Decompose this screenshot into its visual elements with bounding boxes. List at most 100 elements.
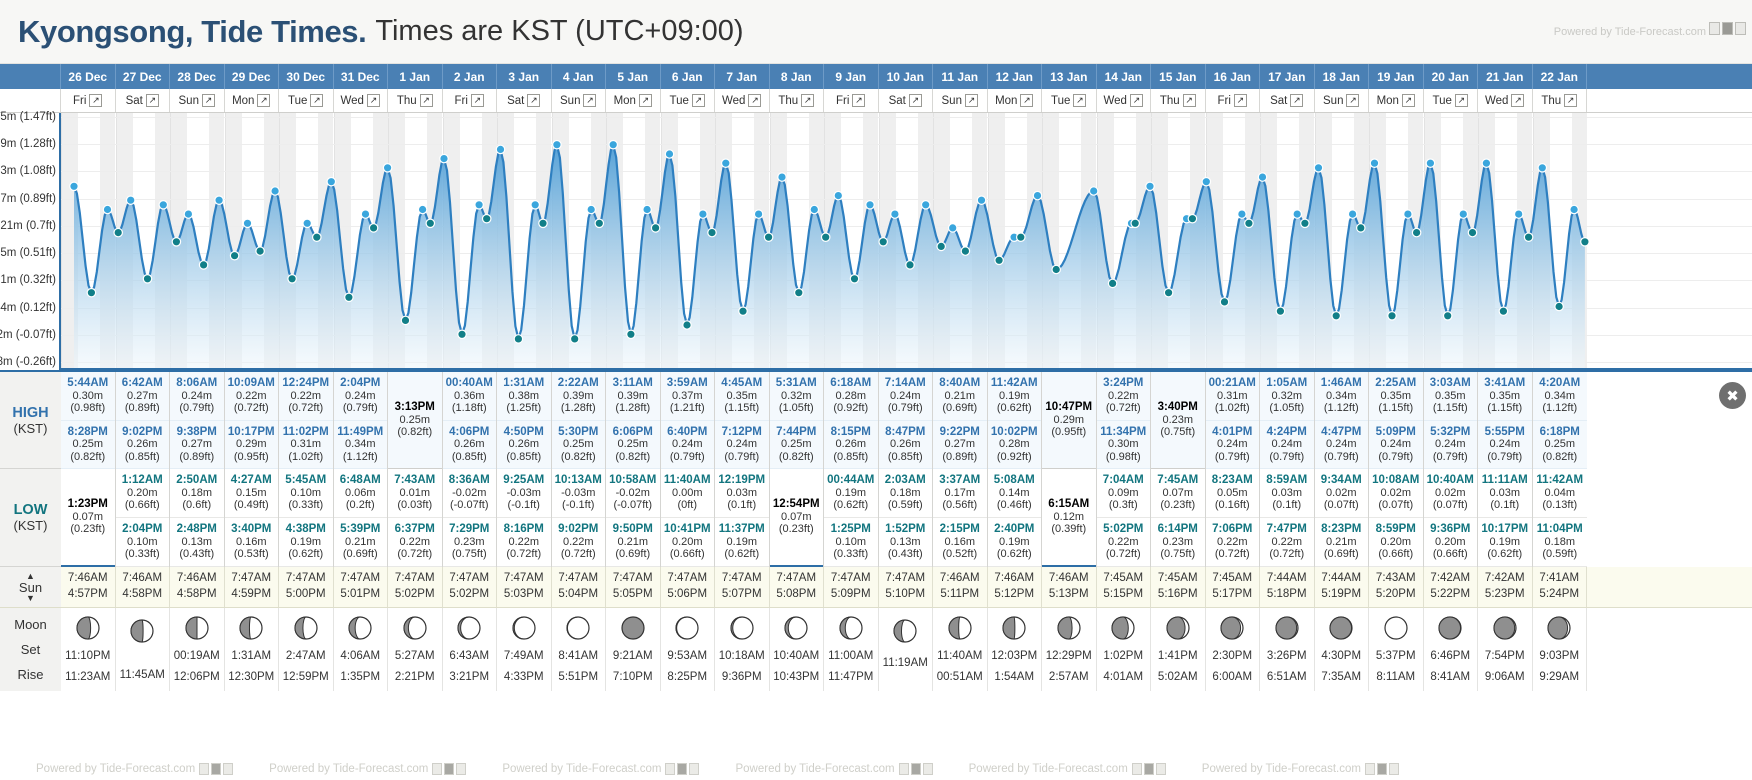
expand-day-icon[interactable]: ↗ <box>908 94 922 107</box>
low-tide-marker[interactable] <box>1130 218 1140 229</box>
low-tide-marker[interactable] <box>905 260 915 270</box>
high-tide-marker[interactable] <box>474 200 484 210</box>
high-tide-marker[interactable] <box>158 200 169 210</box>
expand-day-icon[interactable]: ↗ <box>366 94 380 107</box>
low-tide-marker[interactable] <box>820 232 831 242</box>
expand-day-icon[interactable]: ↗ <box>964 94 978 107</box>
low-tide-marker[interactable] <box>849 274 860 284</box>
high-tide-marker[interactable] <box>1369 158 1380 168</box>
high-tide-marker[interactable] <box>720 158 731 168</box>
date-cell[interactable]: 20 Jan <box>1424 64 1478 89</box>
low-tide-marker[interactable] <box>594 218 605 229</box>
date-cell[interactable]: 14 Jan <box>1097 64 1151 89</box>
expand-day-icon[interactable]: ↗ <box>1073 94 1087 107</box>
chart-plot-area[interactable] <box>61 113 1752 370</box>
high-tide-marker[interactable] <box>1347 209 1358 219</box>
low-tide-marker[interactable] <box>994 255 1004 266</box>
expand-day-icon[interactable]: ↗ <box>470 94 484 107</box>
date-cell[interactable]: 28 Dec <box>170 64 225 89</box>
expand-day-icon[interactable]: ↗ <box>1182 94 1196 107</box>
high-tide-marker[interactable] <box>382 162 393 173</box>
low-tide-marker[interactable] <box>171 237 182 247</box>
expand-day-icon[interactable]: ↗ <box>801 94 815 107</box>
expand-day-icon[interactable]: ↗ <box>527 94 541 107</box>
date-cell[interactable]: 22 Jan <box>1533 64 1587 89</box>
low-tide-marker[interactable] <box>481 213 492 224</box>
high-tide-marker[interactable] <box>1403 209 1413 219</box>
date-cell[interactable]: 9 Jan <box>824 64 879 89</box>
date-cell[interactable]: 15 Jan <box>1151 64 1206 89</box>
low-tide-marker[interactable] <box>569 334 580 344</box>
date-cell[interactable]: 8 Jan <box>770 64 824 89</box>
high-tide-marker[interactable] <box>1425 158 1436 168</box>
expand-day-icon[interactable]: ↗ <box>583 94 597 107</box>
low-tide-marker[interactable] <box>1356 223 1366 233</box>
low-tide-marker[interactable] <box>960 246 971 256</box>
low-tide-marker[interactable] <box>707 227 717 238</box>
low-tide-marker[interactable] <box>1244 218 1254 229</box>
low-tide-marker[interactable] <box>1554 301 1564 312</box>
low-tide-marker[interactable] <box>142 274 153 284</box>
low-tide-marker[interactable] <box>1498 306 1509 316</box>
date-cell[interactable]: 19 Jan <box>1369 64 1424 89</box>
high-tide-marker[interactable] <box>439 153 449 164</box>
high-tide-marker[interactable] <box>183 209 194 219</box>
expand-day-icon[interactable]: ↗ <box>419 94 433 107</box>
high-tide-marker[interactable] <box>1313 162 1324 173</box>
high-tide-marker[interactable] <box>664 149 675 159</box>
high-tide-marker[interactable] <box>495 144 506 155</box>
high-tide-marker[interactable] <box>777 172 787 182</box>
high-tide-marker[interactable] <box>1257 172 1268 182</box>
high-tide-marker[interactable] <box>1513 209 1524 219</box>
expand-day-icon[interactable]: ↗ <box>748 94 762 107</box>
date-cell[interactable]: 3 Jan <box>497 64 552 89</box>
high-tide-marker[interactable] <box>1145 181 1155 192</box>
high-tide-marker[interactable] <box>753 209 764 219</box>
high-tide-marker[interactable] <box>586 204 596 215</box>
low-tide-marker[interactable] <box>400 315 411 326</box>
low-tide-marker[interactable] <box>457 329 467 340</box>
low-tide-marker[interactable] <box>1187 213 1198 224</box>
high-tide-marker[interactable] <box>326 176 337 187</box>
low-tide-marker[interactable] <box>793 287 804 298</box>
high-tide-marker[interactable] <box>1237 209 1247 219</box>
low-tide-marker[interactable] <box>368 223 379 233</box>
high-tide-marker[interactable] <box>890 209 900 219</box>
high-tide-marker[interactable] <box>1292 209 1302 219</box>
low-tide-marker[interactable] <box>1300 218 1310 229</box>
high-tide-marker[interactable] <box>920 200 931 210</box>
low-tide-marker[interactable] <box>255 246 265 256</box>
date-cell[interactable]: 12 Jan <box>988 64 1042 89</box>
high-tide-marker[interactable] <box>698 209 708 219</box>
low-tide-marker[interactable] <box>682 320 692 330</box>
expand-day-icon[interactable]: ↗ <box>1454 94 1468 107</box>
high-tide-marker[interactable] <box>270 186 280 196</box>
expand-day-icon[interactable]: ↗ <box>1564 94 1578 107</box>
date-cell[interactable]: 21 Jan <box>1478 64 1533 89</box>
low-tide-marker[interactable] <box>1051 264 1061 275</box>
expand-day-icon[interactable]: ↗ <box>1129 94 1143 107</box>
high-tide-marker[interactable] <box>608 139 618 150</box>
high-tide-marker[interactable] <box>69 181 79 192</box>
low-tide-marker[interactable] <box>538 218 548 229</box>
expand-day-icon[interactable]: ↗ <box>89 94 103 107</box>
high-tide-marker[interactable] <box>242 218 253 229</box>
date-cell[interactable]: 6 Jan <box>661 64 715 89</box>
expand-day-icon[interactable]: ↗ <box>1290 94 1304 107</box>
date-cell[interactable]: 31 Dec <box>334 64 388 89</box>
high-tide-marker[interactable] <box>976 195 987 205</box>
high-tide-marker[interactable] <box>552 139 562 150</box>
date-cell[interactable]: 4 Jan <box>552 64 606 89</box>
low-tide-marker[interactable] <box>1442 311 1453 321</box>
high-tide-marker[interactable] <box>102 204 113 215</box>
expand-day-icon[interactable]: ↗ <box>852 94 866 107</box>
date-cell[interactable]: 13 Jan <box>1042 64 1097 89</box>
low-tide-marker[interactable] <box>198 260 209 270</box>
low-tide-marker[interactable] <box>1219 297 1230 307</box>
low-tide-marker[interactable] <box>1467 227 1478 238</box>
expand-day-icon[interactable]: ↗ <box>201 94 215 107</box>
low-tide-marker[interactable] <box>878 237 888 247</box>
low-tide-marker[interactable] <box>229 250 240 261</box>
high-tide-marker[interactable] <box>1201 176 1212 187</box>
date-cell[interactable]: 2 Jan <box>443 64 497 89</box>
